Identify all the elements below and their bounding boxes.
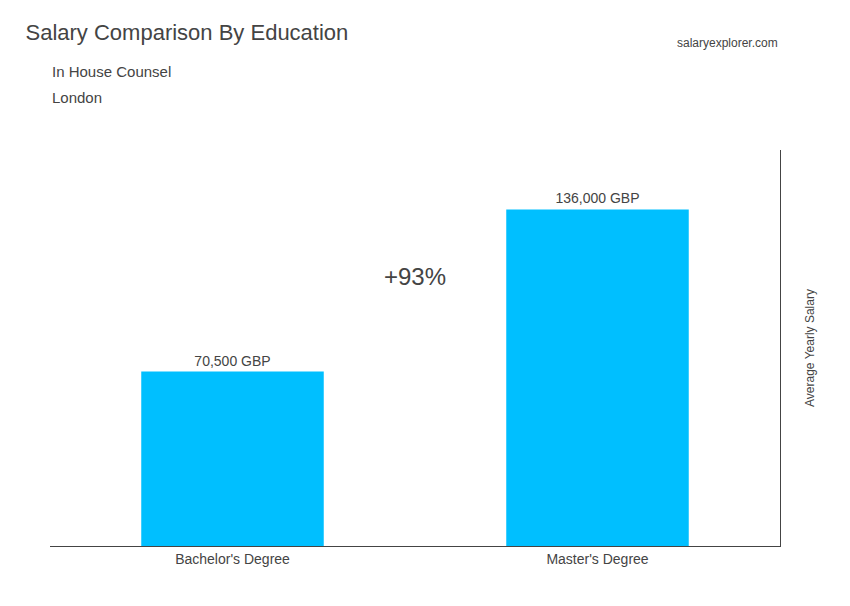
svg-text:136,000 GBP: 136,000 GBP (555, 190, 639, 206)
svg-text:70,500 GBP: 70,500 GBP (194, 353, 270, 369)
svg-text:salaryexplorer.com: salaryexplorer.com (677, 36, 778, 50)
svg-text:In House Counsel: In House Counsel (52, 63, 171, 80)
svg-text:London: London (52, 89, 102, 106)
svg-text:Bachelor's Degree: Bachelor's Degree (175, 551, 290, 567)
svg-text:Master's Degree: Master's Degree (546, 551, 648, 567)
svg-text:Average Yearly Salary: Average Yearly Salary (803, 289, 817, 407)
svg-text:Salary Comparison By Education: Salary Comparison By Education (26, 20, 349, 45)
svg-text:+93%: +93% (384, 263, 446, 290)
